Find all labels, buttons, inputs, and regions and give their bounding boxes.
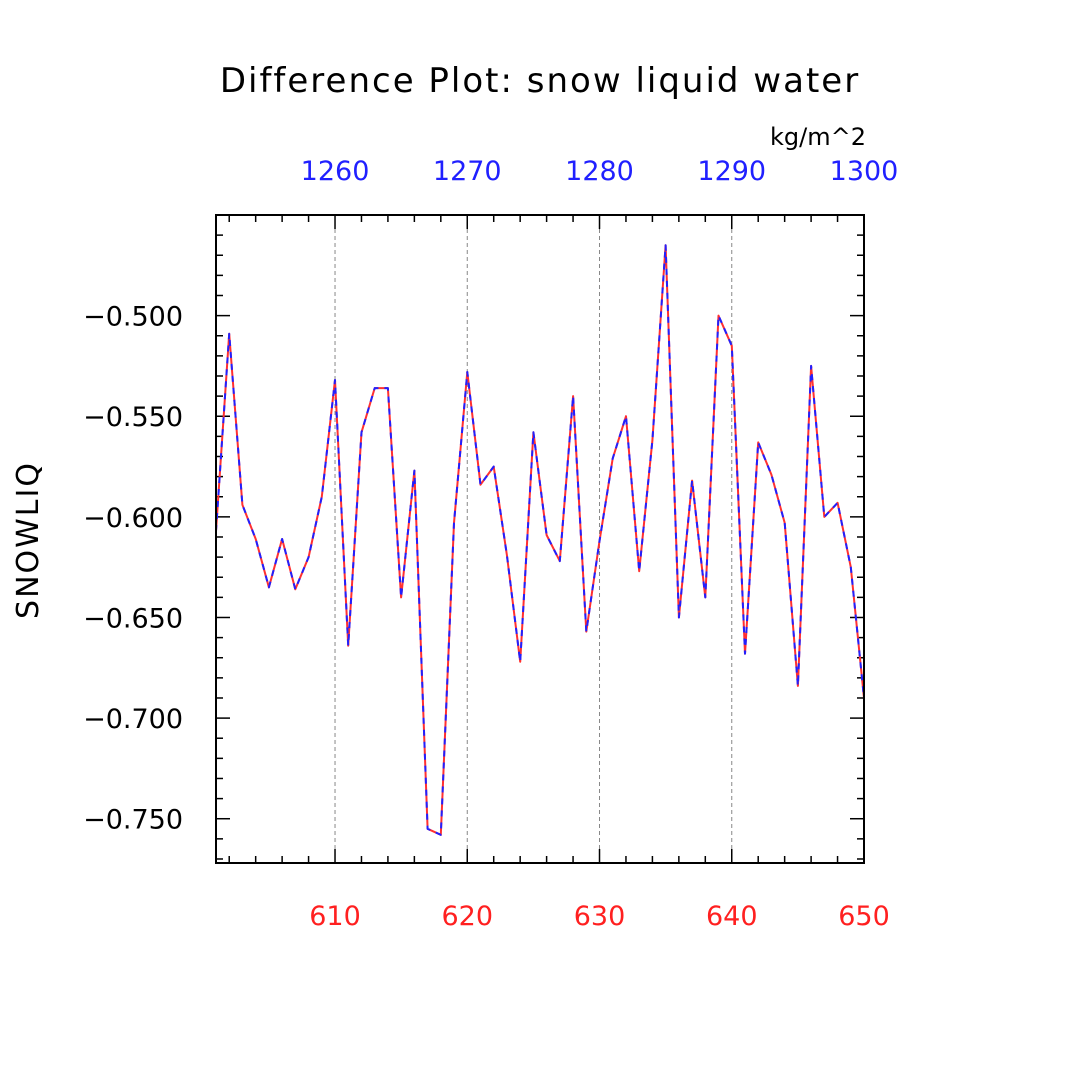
y-tick-label: −0.700 bbox=[83, 704, 183, 735]
top-x-tick-label: 1290 bbox=[697, 156, 766, 187]
y-tick-label: −0.500 bbox=[83, 302, 183, 333]
x-tick-label: 610 bbox=[309, 901, 361, 932]
top-x-tick-label: 1260 bbox=[301, 156, 370, 187]
x-tick-label: 650 bbox=[838, 901, 890, 932]
y-axis-label: SNOWLIQ bbox=[11, 461, 46, 619]
y-tick-label: −0.650 bbox=[83, 603, 183, 634]
x-tick-label: 640 bbox=[706, 901, 758, 932]
top-x-tick-label: 1300 bbox=[830, 156, 899, 187]
series-line-2 bbox=[215, 244, 865, 836]
y-tick-label: −0.600 bbox=[83, 503, 183, 534]
units-label: kg/m^2 bbox=[770, 123, 866, 151]
top-x-tick-label: 1270 bbox=[433, 156, 502, 187]
y-tick-label: −0.750 bbox=[83, 805, 183, 836]
x-tick-label: 620 bbox=[441, 901, 493, 932]
top-x-tick-label: 1280 bbox=[565, 156, 634, 187]
y-tick-label: −0.550 bbox=[83, 402, 183, 433]
tick-labels: 610 620 630 640 650 1260 1270 1280 1290 1300 −0.50… bbox=[83, 156, 898, 932]
x-tick-label: 630 bbox=[574, 901, 626, 932]
data-series bbox=[215, 244, 865, 836]
chart-title: Difference Plot: snow liquid water bbox=[220, 61, 860, 101]
plot-frame bbox=[215, 214, 865, 864]
